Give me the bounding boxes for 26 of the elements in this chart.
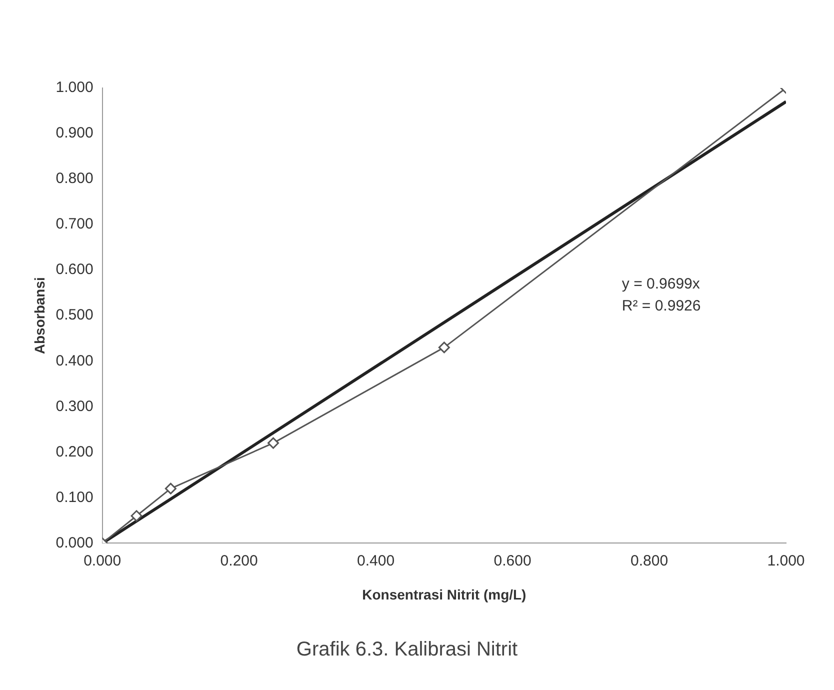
x-tick-label: 0.200 bbox=[220, 552, 258, 570]
point bbox=[164, 482, 176, 494]
y-tick-label: 0.400 bbox=[56, 352, 94, 370]
x-tick-label: 1.000 bbox=[767, 552, 805, 570]
y-axis-title: Absorbansi bbox=[31, 277, 48, 354]
y-tick-label: 1.000 bbox=[56, 79, 94, 96]
y-tick-label: 0.300 bbox=[56, 398, 94, 415]
x-tick-label: 0.800 bbox=[630, 552, 668, 570]
y-tick-label: 0.700 bbox=[56, 216, 94, 233]
x-tick-label: 0.000 bbox=[84, 552, 122, 570]
point bbox=[438, 342, 450, 354]
point bbox=[130, 510, 142, 522]
point bbox=[268, 437, 280, 449]
text: Grafik 6.3. Kalibrasi Nitrit bbox=[296, 638, 518, 661]
x-axis-title: Konsentrasi Nitrit (mg/L) bbox=[362, 586, 526, 602]
x-tick-label: 0.600 bbox=[494, 552, 532, 570]
y-tick-label: 0.100 bbox=[56, 488, 94, 506]
annotation: R² = 0.9926 bbox=[622, 297, 701, 314]
annotation: y = 0.9699x bbox=[622, 275, 700, 292]
y-tick-label: 0.000 bbox=[56, 534, 94, 552]
y-tick-label: 0.600 bbox=[56, 261, 94, 278]
y-tick-label: 0.200 bbox=[56, 443, 94, 460]
y-tick-label: 0.900 bbox=[56, 124, 94, 142]
y-tick-label: 0.800 bbox=[56, 170, 94, 188]
x-tick-label: 0.400 bbox=[357, 552, 395, 570]
y-tick-label: 0.500 bbox=[56, 306, 94, 324]
